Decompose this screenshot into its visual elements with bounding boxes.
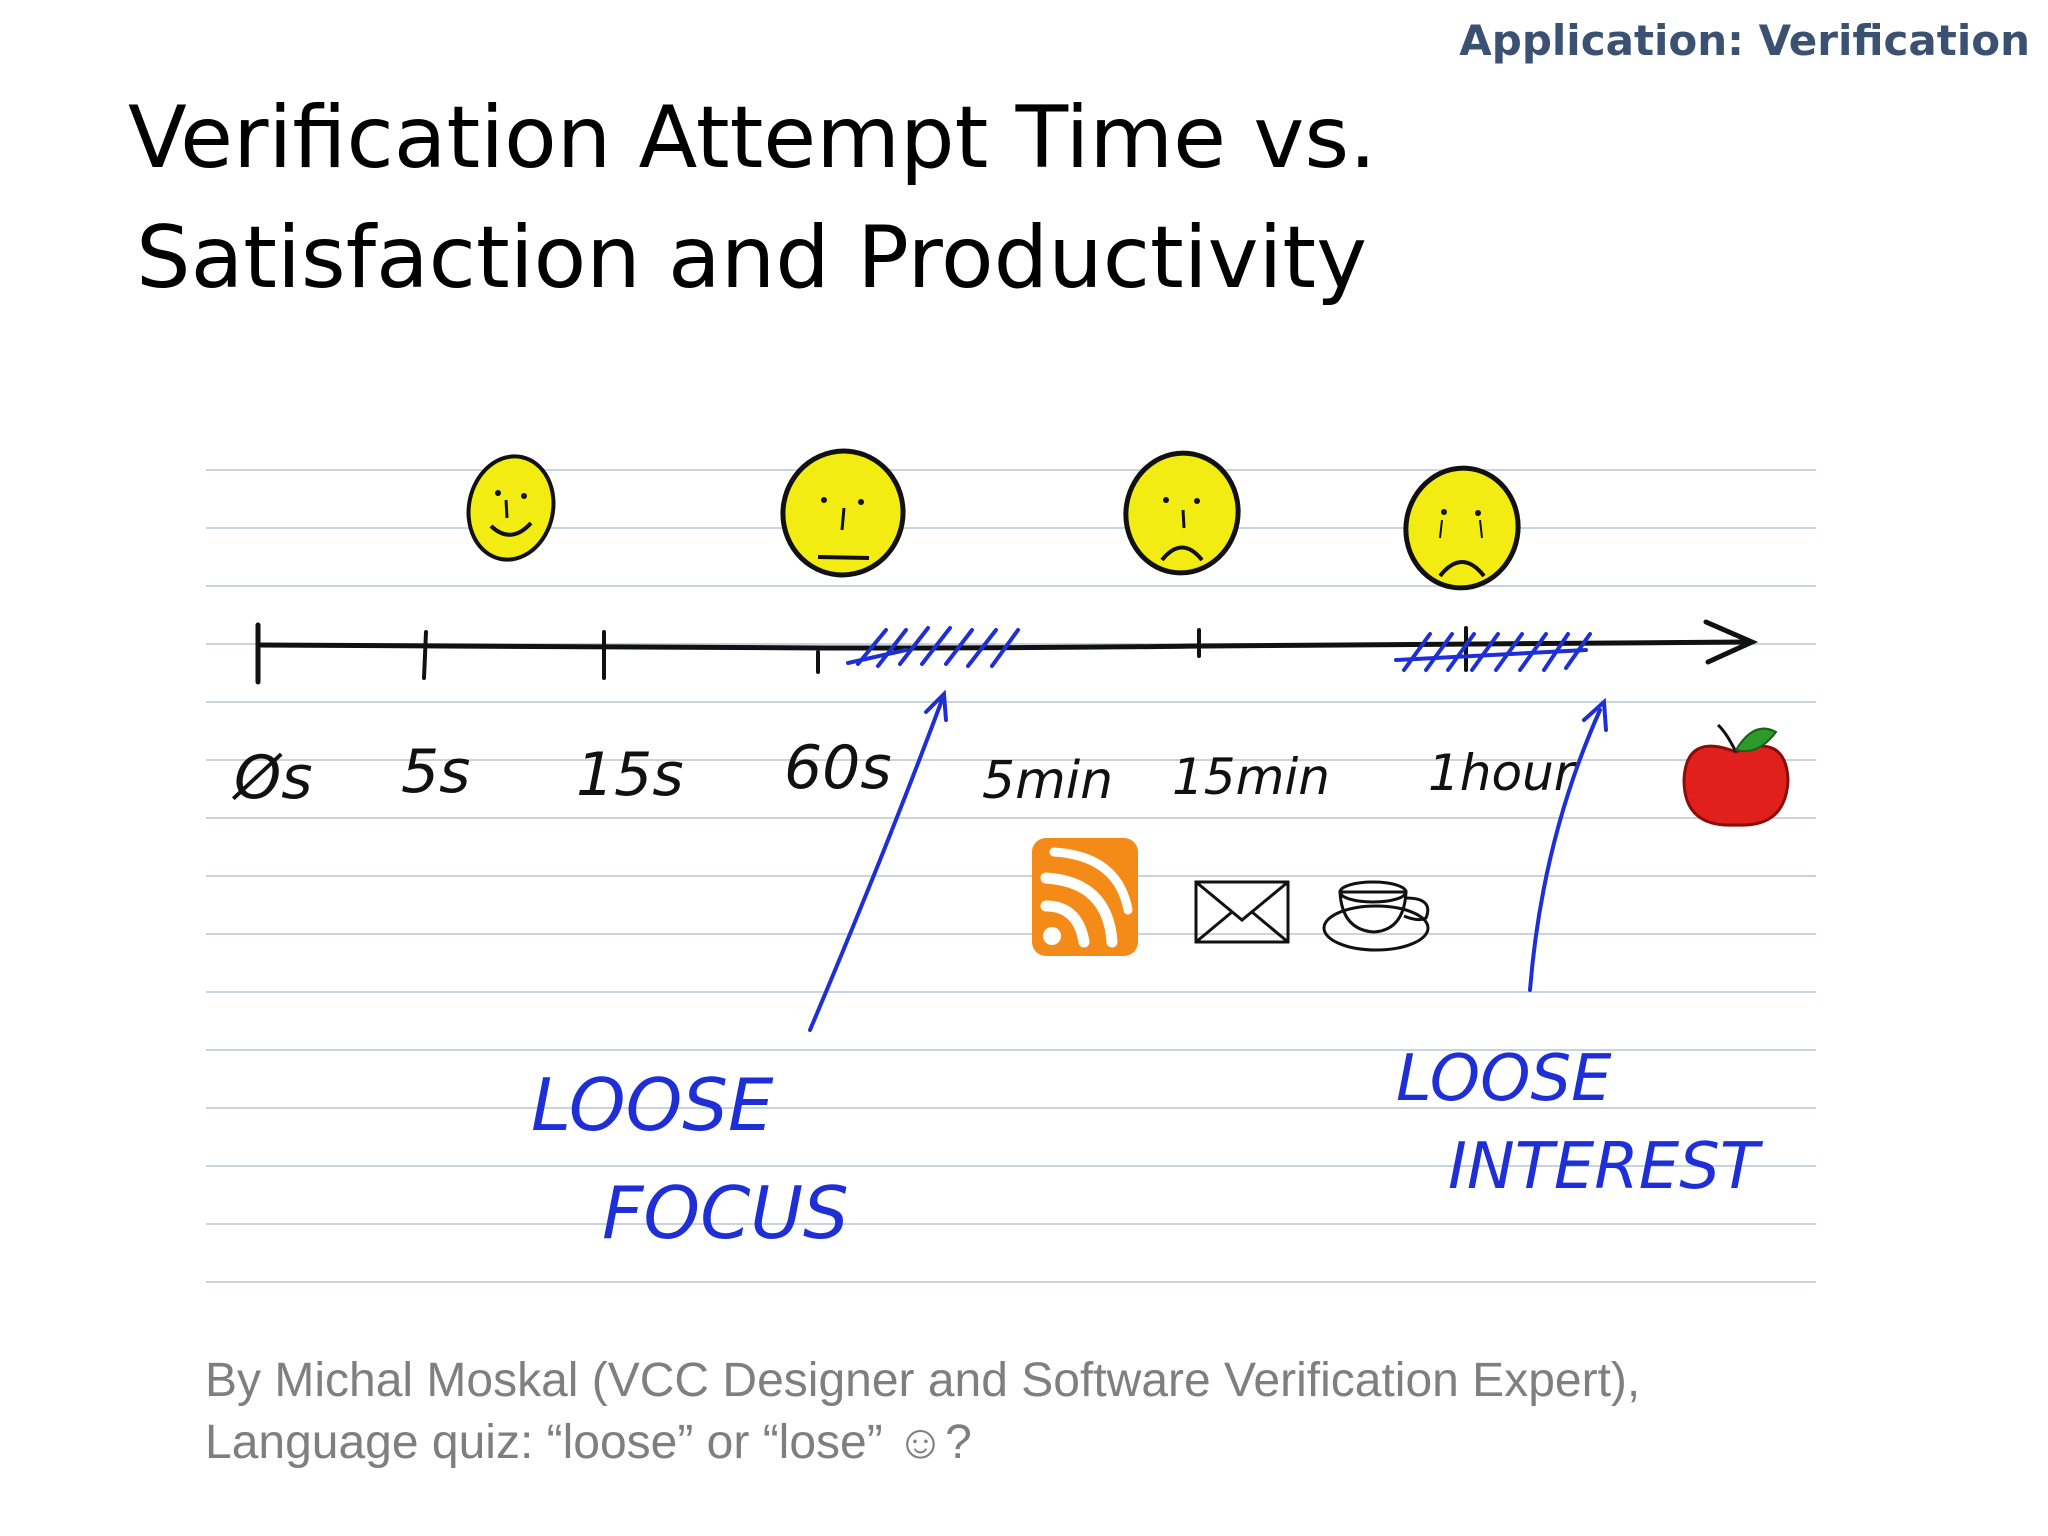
tick-label-15min: 15min [1172,748,1330,806]
tick-label-5min: 5min [982,751,1113,811]
loose-focus-hatching [846,626,1020,668]
caption: By Michal Moskal (VCC Designer and Softw… [205,1350,1640,1474]
title-line-1: Verification Attempt Time vs. [128,88,1377,188]
loose-focus-arrow [808,689,948,1032]
annotation-loose-interest-line1: LOOSE [1396,1042,1612,1116]
annotation-loose-interest-line2: INTEREST [1448,1130,1764,1204]
loose-interest-arrow [1528,697,1608,992]
caption-line-1: By Michal Moskal (VCC Designer and Softw… [205,1354,1641,1407]
rss-icon [1032,838,1138,956]
neutral-face-icon [780,448,906,578]
tick-label-1hour: 1hour [1428,744,1578,802]
tick-label-15s: 15s [576,740,684,810]
hand-drawn-timeline-sketch: Øs 5s 15s 60s 5min 15min 1hour [206,448,1816,1283]
coffee-cup-icon [1322,880,1430,952]
ruled-lines [206,469,1816,1283]
tick-label-60s: 60s [784,733,892,803]
tick-label-5s: 5s [401,737,470,807]
annotation-loose-focus-line1: LOOSE [531,1063,774,1147]
tick-labels: Øs 5s 15s 60s 5min 15min 1hour [231,733,1578,813]
slide-title: Verification Attempt Time vs. Satisfacti… [128,78,1428,318]
tick-label-0s: Øs [231,743,313,813]
annotation-loose-focus-line2: FOCUS [602,1171,849,1255]
annotations: LOOSE FOCUS LOOSE INTEREST [531,1042,1764,1255]
sad-face-icon [1123,450,1241,576]
happy-face-icon [466,454,556,562]
caption-line-2: Language quiz: “loose” or “lose” ☺? [205,1416,972,1469]
title-line-2: Satisfaction and Productivity [136,208,1368,308]
loose-interest-hatching [1394,632,1592,672]
section-tag: Application: Verification [1459,16,2030,65]
envelope-icon [1194,880,1290,944]
apple-icon [1682,723,1790,827]
timeline-axis [255,619,1759,685]
crying-face-icon [1403,465,1521,591]
